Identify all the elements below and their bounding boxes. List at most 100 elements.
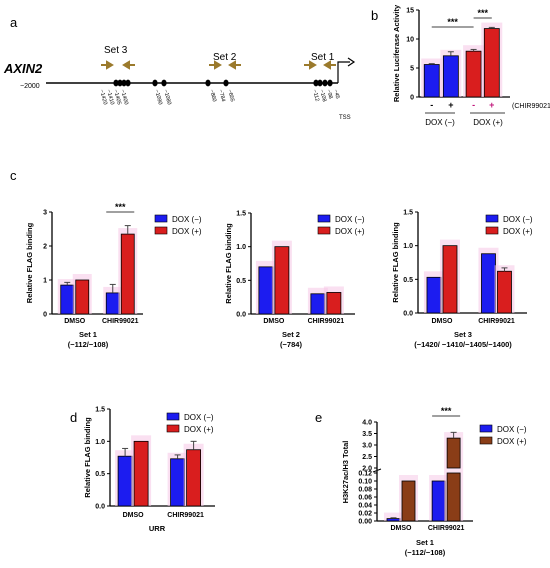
- tss-arrowhead: [347, 57, 356, 67]
- chart-caption: (−112/−108): [68, 340, 109, 349]
- y-tick-label: 2.0: [362, 466, 372, 473]
- binding-site-position: −98: [325, 89, 333, 100]
- significance-stars: ***: [115, 202, 126, 212]
- bar-dox-plus: [120, 233, 135, 315]
- bar-dox-minus: [170, 458, 186, 507]
- x-tick-label: DMSO: [123, 512, 145, 519]
- binding-site-position: −784: [217, 89, 226, 103]
- binding-site-marker: [322, 79, 328, 87]
- y-tick-label: 1: [43, 278, 47, 285]
- panel-letter-c: c: [10, 168, 17, 183]
- y-tick-label: 0.02: [358, 511, 372, 518]
- bar-dox-plus-upper: [446, 437, 461, 469]
- binding-site-position: −655: [226, 89, 235, 103]
- y-axis-label: H3K27ac/H3 Total: [341, 441, 350, 504]
- y-tick-label: 4.0: [362, 420, 372, 427]
- primer-arrow-icon: [101, 60, 114, 70]
- bar-dox-minus: [481, 253, 496, 314]
- legend-label: DOX (+): [172, 227, 202, 236]
- binding-site-marker: [223, 79, 229, 87]
- x-tick-label: DMSO: [391, 525, 413, 532]
- axis-break-icon: [372, 468, 382, 473]
- legend-swatch-dox-minus: [317, 214, 331, 223]
- binding-site-marker: [113, 79, 119, 87]
- bar-3: [483, 28, 500, 98]
- bar-dox-minus: [117, 455, 133, 507]
- primer-arrow-icon: [209, 60, 222, 70]
- y-tick-label: 1.0: [403, 243, 413, 250]
- binding-site-position: −1420: [98, 89, 108, 105]
- legend-label: DOX (+): [503, 227, 533, 236]
- legend-label: DOX (+): [335, 227, 365, 236]
- binding-site-marker: [327, 79, 333, 87]
- panel-letter-a: a: [10, 15, 18, 30]
- y-tick-label: 1.0: [95, 439, 105, 446]
- gene-name: AXIN2: [3, 61, 43, 76]
- y-tick-label: 1.5: [403, 210, 413, 217]
- chart-caption: Set 2: [282, 330, 300, 339]
- set-2-label: Set 2: [213, 52, 237, 63]
- tss-arrow: [337, 61, 350, 83]
- binding-site-marker: [313, 79, 319, 87]
- panel-letter-d: d: [70, 410, 77, 425]
- primer-arrow-icon: [323, 60, 336, 70]
- chart-caption: Set 1: [416, 538, 434, 547]
- y-axis-label: Relative FLAG binding: [224, 223, 233, 304]
- x-tick-label: DMSO: [263, 318, 285, 325]
- bar-dox-minus: [386, 518, 401, 522]
- bar-dox-minus: [310, 293, 326, 315]
- bar-highlight: [384, 512, 403, 521]
- y-tick-label: 3: [43, 210, 47, 217]
- legend-swatch-dox-plus: [166, 424, 180, 433]
- y-tick-label: 2.5: [362, 454, 372, 461]
- legend-swatch-dox-plus: [485, 226, 499, 235]
- binding-site-marker: [121, 79, 127, 87]
- panel-c-set1-chart: 0 1 2 3 Relative FLAG binding DMSO CHIR99021 Se…: [25, 202, 202, 349]
- y-tick-label: 0.08: [358, 487, 372, 494]
- binding-site-marker: [152, 79, 158, 87]
- bar-dox-plus: [186, 449, 202, 507]
- y-tick-label: 0.06: [358, 495, 372, 502]
- binding-site-marker: [205, 79, 211, 87]
- y-tick-label: 2: [43, 244, 47, 251]
- x-tick-label: DMSO: [431, 318, 453, 325]
- binding-site-position: −108: [318, 89, 327, 103]
- y-tick-label: 0.0: [403, 311, 413, 318]
- group-label: DOX (−): [425, 118, 455, 127]
- legend-swatch-dox-plus: [154, 226, 168, 235]
- binding-site-marker: [125, 79, 131, 87]
- y-tick-label: 0.12: [358, 471, 372, 478]
- x-tick-label: CHIR99021: [167, 512, 204, 519]
- y-axis-label: Relative Luciferase Activity: [392, 4, 401, 102]
- bar-dox-plus: [274, 246, 290, 315]
- y-tick-label: 0.00: [358, 519, 372, 526]
- x-tick-label: +: [448, 100, 453, 110]
- panel-letter-e: e: [315, 410, 322, 425]
- chart-caption: (−112/−108): [405, 548, 446, 557]
- x-tick-label: CHIR99021: [428, 525, 465, 532]
- legend-swatch-dox-minus: [485, 214, 499, 223]
- x-tick-label: DMSO: [64, 318, 86, 325]
- y-tick-label: 0: [43, 312, 47, 319]
- set-3-label: Set 3: [104, 45, 128, 56]
- bar-dox-plus-lower: [446, 472, 461, 522]
- significance-stars: ***: [477, 8, 488, 18]
- y-tick-label: 1.5: [236, 211, 246, 218]
- binding-site-position: −1405: [112, 89, 122, 105]
- y-tick-label: 0.10: [358, 479, 372, 486]
- tss-label: TSS: [339, 115, 351, 121]
- binding-site-position: −45: [332, 89, 340, 100]
- y-tick-label: 5: [410, 66, 414, 73]
- y-tick-label: 0.5: [403, 277, 413, 284]
- group-label: DOX (+): [473, 118, 503, 127]
- chart-caption: (−784): [280, 340, 302, 349]
- y-axis-label: Relative FLAG binding: [25, 222, 34, 303]
- y-tick-label: 15: [406, 8, 414, 15]
- binding-site-position: −1400: [119, 89, 129, 105]
- significance-stars: ***: [447, 17, 458, 27]
- y-tick-label: 3.0: [362, 443, 372, 450]
- bar-dox-plus: [75, 279, 90, 315]
